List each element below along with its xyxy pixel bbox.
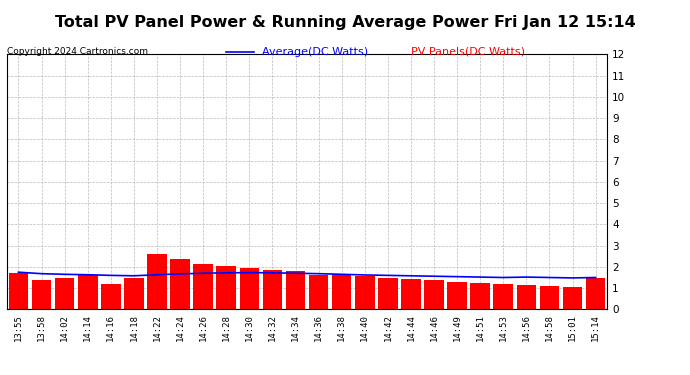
Bar xyxy=(170,260,190,309)
Bar xyxy=(424,280,444,309)
Bar xyxy=(9,273,28,309)
Bar xyxy=(239,268,259,309)
Bar xyxy=(124,278,144,309)
Bar xyxy=(332,274,351,309)
Bar xyxy=(55,278,75,309)
Bar xyxy=(378,278,397,309)
Bar xyxy=(263,270,282,309)
Bar xyxy=(32,280,51,309)
Text: Average(DC Watts): Average(DC Watts) xyxy=(262,47,368,57)
Bar xyxy=(101,284,121,309)
Text: Total PV Panel Power & Running Average Power Fri Jan 12 15:14: Total PV Panel Power & Running Average P… xyxy=(55,15,635,30)
Bar xyxy=(193,264,213,309)
Bar xyxy=(286,271,305,309)
Bar xyxy=(493,284,513,309)
Bar xyxy=(563,287,582,309)
Bar xyxy=(447,282,467,309)
Bar xyxy=(401,279,421,309)
Bar xyxy=(78,275,97,309)
Bar xyxy=(309,275,328,309)
Bar xyxy=(517,285,536,309)
Text: PV Panels(DC Watts): PV Panels(DC Watts) xyxy=(411,47,524,57)
Bar xyxy=(355,276,375,309)
Text: Copyright 2024 Cartronics.com: Copyright 2024 Cartronics.com xyxy=(7,47,148,56)
Bar xyxy=(540,286,560,309)
Bar xyxy=(147,254,167,309)
Bar xyxy=(471,283,490,309)
Bar xyxy=(217,266,236,309)
Bar xyxy=(586,278,605,309)
